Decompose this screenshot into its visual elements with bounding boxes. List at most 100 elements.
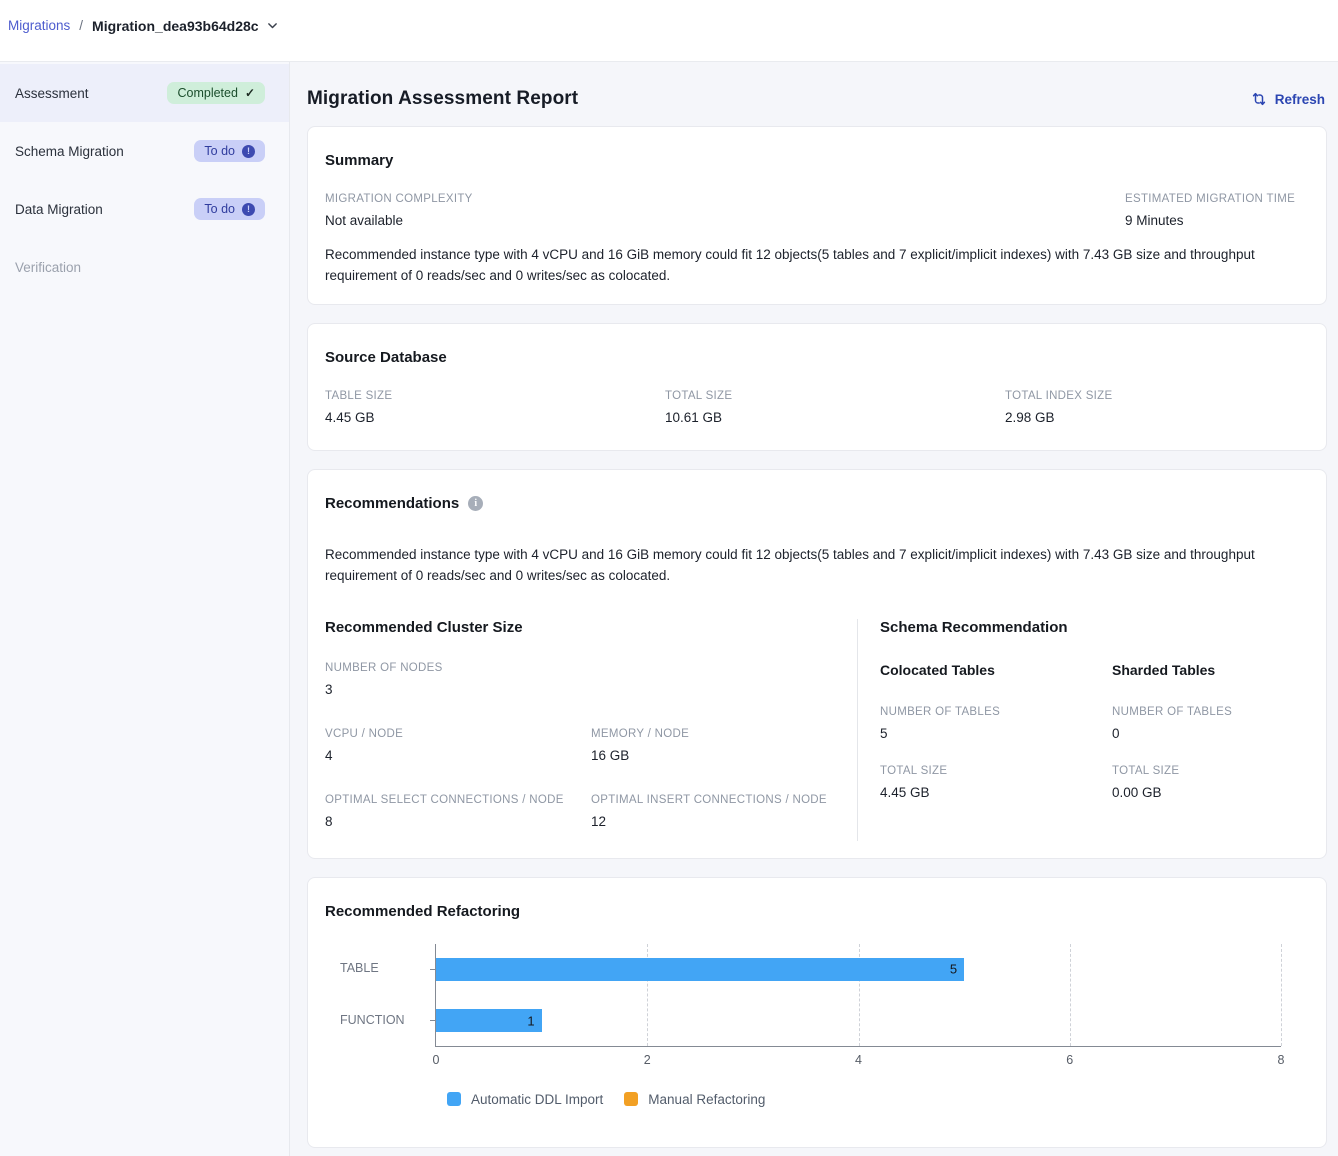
recommendations-description: Recommended instance type with 4 vCPU an…: [325, 546, 1255, 583]
source-database-fields: TABLE SIZE 4.45 GB TOTAL SIZE 10.61 GB T…: [325, 390, 1309, 433]
badge-label: Completed: [177, 86, 238, 100]
field-label: TOTAL SIZE: [1112, 764, 1180, 777]
main-header: Migration Assessment Report Refresh: [307, 88, 1327, 110]
refresh-button[interactable]: Refresh: [1251, 91, 1327, 107]
memory-per-node-field: MEMORY / NODE 16 GB: [591, 728, 857, 763]
source-database-card: Source Database TABLE SIZE 4.45 GB TOTAL…: [307, 322, 1327, 451]
legend-swatch-icon: [447, 1092, 461, 1107]
check-icon: ✓: [244, 86, 255, 100]
sidebar-item-label: Schema Migration: [15, 143, 124, 159]
sharded-tables-column: Sharded Tables NUMBER OF TABLES 0 TOTAL …: [1112, 662, 1338, 824]
field-value: 4.45 GB: [325, 409, 375, 425]
sharded-number-of-tables-field: NUMBER OF TABLES 0: [1112, 706, 1338, 741]
colocated-tables-title: Colocated Tables: [880, 661, 995, 678]
summary-description: Recommended instance type with 4 vCPU an…: [325, 247, 1255, 283]
field-value: 10.61 GB: [665, 409, 723, 425]
chart-xtick-label: 0: [432, 1052, 440, 1067]
chart-plot: 0 2 4 6 8 TABLE 5 FUNCTION 1: [340, 943, 1284, 1067]
recommended-cluster-size-section: Recommended Cluster Size NUMBER OF NODES…: [325, 619, 857, 841]
recommended-refactoring-card: Recommended Refactoring 0 2 4 6 8 TABLE 5 FUNCT…: [307, 876, 1327, 1148]
colocated-total-size-field: TOTAL SIZE 4.45 GB: [880, 765, 1112, 800]
field-value: 4.45 GB: [880, 784, 930, 800]
chart-xtick-label: 8: [1277, 1052, 1285, 1067]
field-value: 0.00 GB: [1112, 784, 1162, 800]
summary-fields: MIGRATION COMPLEXITY Not available ESTIM…: [325, 193, 1309, 228]
field-label: NUMBER OF TABLES: [1112, 705, 1233, 718]
chevron-down-icon[interactable]: [266, 19, 279, 32]
field-label: TABLE SIZE: [325, 389, 393, 402]
recommended-refactoring-title: Recommended Refactoring: [325, 902, 521, 920]
field-label: NUMBER OF TABLES: [880, 705, 1001, 718]
legend-label: Manual Refactoring: [648, 1091, 766, 1107]
chart-gridline: [647, 943, 649, 1046]
field-label: MEMORY / NODE: [591, 727, 690, 740]
chart-category-label: TABLE: [340, 961, 379, 976]
field-value: 2.98 GB: [1005, 409, 1055, 425]
chart-gridline: [1069, 943, 1071, 1046]
field-label: TOTAL SIZE: [880, 764, 948, 777]
field-label: TOTAL INDEX SIZE: [1005, 389, 1113, 402]
badge-label: To do: [204, 202, 235, 216]
colocated-number-of-tables-field: NUMBER OF TABLES 5: [880, 706, 1112, 741]
exclamation-icon: !: [242, 202, 255, 216]
status-badge-todo: To do !: [194, 140, 265, 162]
field-value: 8: [325, 813, 333, 829]
field-label: ESTIMATED MIGRATION TIME: [1125, 193, 1296, 205]
refresh-icon: [1251, 91, 1267, 107]
schema-recommendation-section: Schema Recommendation Colocated Tables N…: [857, 618, 1338, 841]
legend-item: Automatic DDL Import: [447, 1092, 603, 1107]
chart-xtick-label: 4: [855, 1052, 862, 1067]
source-database-title: Source Database: [325, 348, 447, 366]
colocated-tables-column: Colocated Tables NUMBER OF TABLES 5 TOTA…: [880, 662, 1112, 824]
field-value: 3: [325, 681, 333, 697]
main-content: Migration Assessment Report Refresh Summ…: [290, 62, 1338, 1156]
exclamation-icon: !: [242, 144, 255, 158]
field-label: TOTAL SIZE: [665, 389, 733, 402]
field-label: MIGRATION COMPLEXITY: [325, 193, 473, 205]
chart-legend: Automatic DDL Import Manual Refactoring: [447, 1092, 765, 1107]
breadcrumb-migrations-link[interactable]: Migrations: [8, 18, 71, 33]
legend-swatch-icon: [624, 1092, 639, 1107]
sidebar-item-data-migration[interactable]: Data Migration To do !: [0, 180, 289, 238]
field-value: 5: [880, 725, 888, 741]
field-value: 4: [325, 747, 333, 763]
field-label: OPTIMAL SELECT CONNECTIONS / NODE: [325, 793, 564, 806]
recommendations-title: Recommendations: [325, 494, 460, 512]
estimated-migration-time-field: ESTIMATED MIGRATION TIME 9 Minutes: [1125, 193, 1309, 228]
sidebar-item-schema-migration[interactable]: Schema Migration To do !: [0, 122, 289, 180]
chart-gridline: [1281, 943, 1282, 1046]
chart-xtick-label: 2: [643, 1052, 651, 1067]
field-value: 9 Minutes: [1125, 213, 1184, 228]
chart-gridline: [858, 943, 860, 1046]
sidebar-item-assessment[interactable]: Assessment Completed ✓: [0, 64, 289, 122]
chart-xtick-label: 6: [1066, 1052, 1074, 1067]
sharded-tables-title: Sharded Tables: [1112, 661, 1216, 678]
sidebar-item-verification: Verification: [0, 238, 289, 296]
chart-category-label: FUNCTION: [340, 1012, 405, 1027]
summary-card: Summary MIGRATION COMPLEXITY Not availab…: [307, 126, 1327, 305]
cluster-size-title: Recommended Cluster Size: [325, 618, 523, 636]
sharded-total-size-field: TOTAL SIZE 0.00 GB: [1112, 765, 1338, 800]
status-badge-completed: Completed ✓: [167, 82, 265, 104]
optimal-select-connections-field: OPTIMAL SELECT CONNECTIONS / NODE 8: [325, 794, 591, 829]
chart-ytick: [430, 1020, 436, 1022]
breadcrumb-current-migration: Migration_dea93b64d28c: [92, 17, 259, 34]
status-badge-todo: To do !: [194, 198, 265, 220]
page-title: Migration Assessment Report: [307, 88, 579, 109]
chart-bar: 5: [436, 957, 965, 981]
number-of-nodes-field: NUMBER OF NODES 3: [325, 662, 598, 697]
chart-bar: 1: [436, 1009, 542, 1033]
breadcrumb-separator: /: [79, 18, 84, 33]
refresh-label: Refresh: [1274, 91, 1325, 107]
chart-ytick: [430, 968, 436, 970]
field-label: NUMBER OF NODES: [325, 661, 443, 674]
field-label: VCPU / NODE: [325, 727, 404, 740]
field-label: OPTIMAL INSERT CONNECTIONS / NODE: [591, 793, 827, 806]
chart-bar-value: 5: [949, 961, 958, 977]
legend-label: Automatic DDL Import: [471, 1091, 604, 1107]
sidebar-item-label: Assessment: [15, 85, 89, 101]
sidebar-item-label: Verification: [15, 259, 82, 275]
recommendations-card: Recommendations i Recommended instance t…: [307, 468, 1327, 859]
badge-label: To do: [204, 144, 235, 158]
info-icon[interactable]: i: [468, 495, 484, 511]
